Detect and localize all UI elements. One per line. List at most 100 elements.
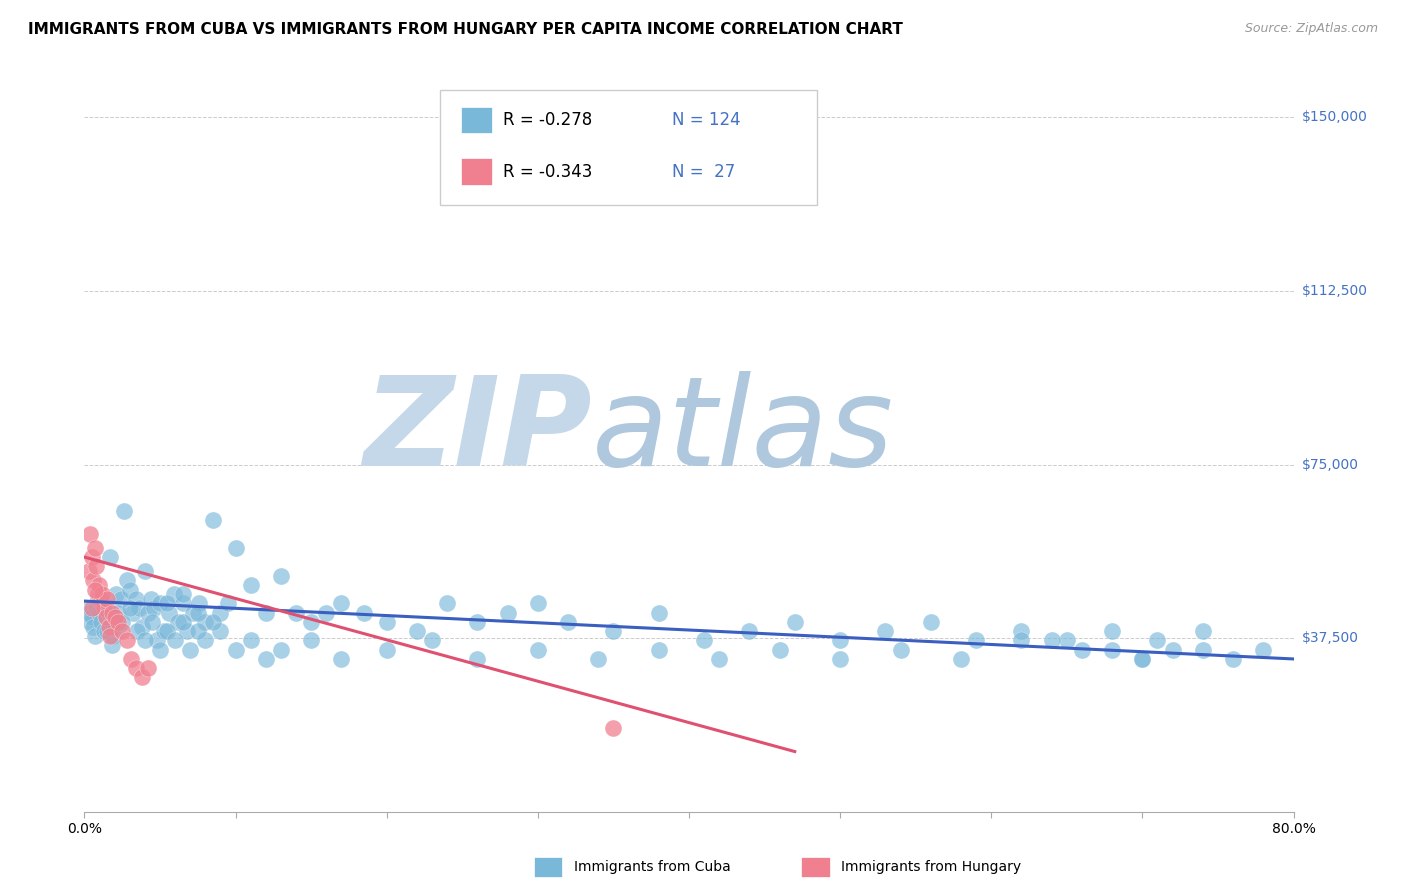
Point <box>98 629 121 643</box>
Point <box>141 615 163 629</box>
Point <box>107 606 129 620</box>
Point <box>225 642 247 657</box>
Point <box>239 633 262 648</box>
Point <box>172 587 194 601</box>
Point <box>128 601 150 615</box>
Point <box>299 633 322 648</box>
Point <box>131 670 153 684</box>
Point <box>87 591 110 606</box>
Point <box>693 633 716 648</box>
Point <box>127 624 149 639</box>
Point <box>94 610 117 624</box>
Point <box>104 610 127 624</box>
Point <box>769 642 792 657</box>
Point <box>101 629 124 643</box>
Point <box>353 606 375 620</box>
Point <box>82 574 104 588</box>
Point <box>107 615 129 629</box>
Point <box>526 596 548 610</box>
Point <box>131 619 153 633</box>
Point <box>96 601 118 615</box>
Point <box>602 722 624 736</box>
Point <box>149 642 172 657</box>
Point <box>270 642 292 657</box>
Point <box>375 615 398 629</box>
Point <box>118 601 141 615</box>
Point <box>89 578 111 592</box>
Point <box>111 624 134 639</box>
Point <box>82 619 104 633</box>
Point <box>115 633 138 648</box>
Point <box>163 633 186 648</box>
Point <box>375 642 398 657</box>
Point <box>239 578 262 592</box>
Point <box>209 624 232 639</box>
Point <box>157 606 180 620</box>
Point <box>125 591 148 606</box>
Point <box>94 610 117 624</box>
Point <box>80 610 103 624</box>
Point <box>436 596 458 610</box>
Point <box>156 624 179 639</box>
Point <box>647 642 671 657</box>
Point <box>557 615 579 629</box>
Text: $75,000: $75,000 <box>1302 458 1358 472</box>
Point <box>254 606 277 620</box>
Text: $150,000: $150,000 <box>1302 111 1368 124</box>
Point <box>86 601 108 615</box>
Point <box>188 596 211 610</box>
Point <box>76 601 98 615</box>
Point <box>96 624 118 639</box>
Point <box>100 615 122 629</box>
Point <box>134 564 156 578</box>
Point <box>181 606 204 620</box>
Point <box>84 582 107 597</box>
Text: Source: ZipAtlas.com: Source: ZipAtlas.com <box>1244 22 1378 36</box>
Point <box>107 619 129 633</box>
Text: IMMIGRANTS FROM CUBA VS IMMIGRANTS FROM HUNGARY PER CAPITA INCOME CORRELATION CH: IMMIGRANTS FROM CUBA VS IMMIGRANTS FROM … <box>28 22 903 37</box>
Point <box>1130 652 1153 666</box>
Point <box>110 591 132 606</box>
Point <box>162 587 184 601</box>
Text: atlas: atlas <box>592 371 894 491</box>
Point <box>284 606 308 620</box>
Point <box>1130 652 1153 666</box>
Point <box>209 606 232 620</box>
Text: $112,500: $112,500 <box>1302 284 1368 298</box>
Point <box>80 601 103 615</box>
Point <box>467 615 489 629</box>
Point <box>176 624 198 639</box>
Point <box>97 619 120 633</box>
Point <box>420 633 443 648</box>
Point <box>254 652 277 666</box>
Point <box>187 606 209 620</box>
Point <box>121 606 143 620</box>
Point <box>1191 624 1213 639</box>
Point <box>299 615 322 629</box>
Point <box>602 624 624 639</box>
Point <box>1056 633 1078 648</box>
Point <box>830 633 852 648</box>
Point <box>1161 642 1184 657</box>
Point <box>315 606 337 620</box>
Point <box>80 550 103 565</box>
Point <box>647 606 671 620</box>
Point <box>496 606 519 620</box>
Point <box>709 652 731 666</box>
Point <box>136 606 159 620</box>
Point <box>225 541 247 555</box>
Point <box>125 661 148 675</box>
Point <box>89 606 111 620</box>
Text: N = 124: N = 124 <box>672 111 741 128</box>
Point <box>98 550 121 565</box>
Point <box>97 606 120 620</box>
Point <box>1222 652 1244 666</box>
Point <box>96 591 118 606</box>
Point <box>111 615 134 629</box>
Point <box>738 624 761 639</box>
Point <box>77 564 100 578</box>
Text: $37,500: $37,500 <box>1302 632 1358 645</box>
Point <box>1101 624 1123 639</box>
Text: Immigrants from Hungary: Immigrants from Hungary <box>841 860 1021 874</box>
Point <box>112 504 135 518</box>
